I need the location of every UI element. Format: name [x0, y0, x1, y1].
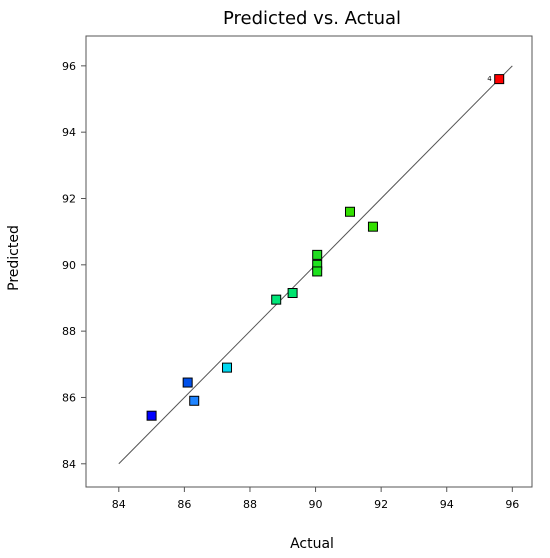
data-point[interactable] [344, 206, 355, 217]
y-tick-label: 84 [62, 458, 76, 471]
y-tick-label: 92 [62, 192, 76, 205]
data-points-layer: 4 [146, 74, 505, 421]
x-tick-label: 88 [243, 498, 257, 511]
plot-frame [85, 35, 533, 488]
x-tick-label: 84 [112, 498, 126, 511]
data-point[interactable] [494, 74, 505, 85]
y-tick-label: 96 [62, 60, 76, 73]
y-axis: 84 86 88 90 92 94 96 [62, 60, 86, 471]
x-tick-label: 90 [309, 498, 323, 511]
y-tick-label: 88 [62, 325, 76, 338]
x-axis-label: Actual [290, 536, 334, 552]
plot-area [85, 35, 533, 488]
x-tick-label: 96 [505, 498, 519, 511]
data-point[interactable] [146, 410, 157, 421]
x-tick-label: 86 [177, 498, 191, 511]
data-point[interactable] [189, 395, 200, 406]
y-tick-label: 94 [62, 126, 76, 139]
data-point[interactable] [312, 266, 323, 277]
y-axis-label: Predicted [6, 225, 22, 291]
data-point[interactable] [367, 221, 378, 232]
data-point[interactable] [312, 249, 323, 260]
data-point[interactable] [287, 288, 298, 299]
data-point[interactable] [222, 362, 233, 373]
chart-title: Predicted vs. Actual [223, 8, 401, 29]
y-tick-label: 86 [62, 391, 76, 404]
x-tick-label: 92 [374, 498, 388, 511]
data-point[interactable] [182, 377, 193, 388]
x-axis: 84 86 88 90 92 94 96 [112, 487, 519, 511]
data-point[interactable] [271, 294, 282, 305]
x-tick-label: 94 [440, 498, 454, 511]
data-point-label: 4 [487, 75, 492, 83]
y-tick-label: 90 [62, 259, 76, 272]
